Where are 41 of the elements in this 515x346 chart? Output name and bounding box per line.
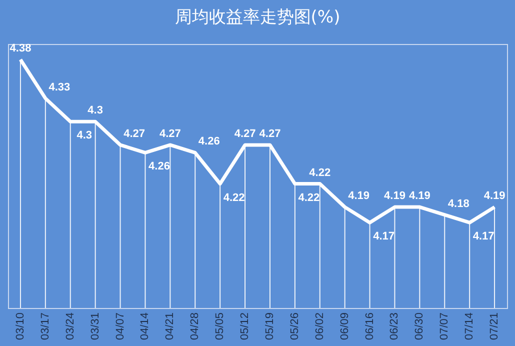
x-tick-label: 04/14 [139, 312, 152, 340]
data-label: 4.19 [408, 190, 430, 202]
data-label: 4.18 [448, 198, 470, 210]
x-tick-label: 04/28 [189, 312, 202, 340]
x-tick-label: 06/02 [314, 312, 326, 340]
x-tick-label: 03/31 [89, 312, 102, 340]
x-tick-label: 07/07 [438, 312, 451, 340]
data-label: 4.27 [159, 128, 181, 140]
data-label: 4.26 [148, 160, 170, 173]
x-tick-label: 06/16 [364, 312, 376, 340]
data-label: 4.19 [384, 190, 406, 202]
data-label: 4.26 [198, 136, 220, 148]
x-tick-label: 06/23 [388, 312, 401, 340]
x-tick-label: 05/26 [288, 312, 301, 340]
x-tick-label: 06/09 [338, 312, 351, 340]
data-label: 4.17 [373, 230, 394, 243]
data-label: 4.19 [348, 190, 370, 202]
x-tick-label: 05/12 [239, 312, 252, 340]
x-tick-label: 06/30 [414, 312, 426, 340]
data-label: 4.22 [309, 166, 331, 179]
data-label: 4.33 [48, 81, 70, 94]
x-tick-label: 05/05 [214, 312, 226, 340]
data-label: 4.27 [259, 128, 281, 140]
x-tick-label: 05/19 [264, 312, 276, 340]
data-label: 4.38 [10, 42, 32, 55]
x-tick-label: 03/17 [39, 312, 52, 340]
data-label: 4.3 [76, 130, 92, 142]
x-tick-label: 07/14 [464, 312, 476, 340]
x-tick-label: 03/24 [64, 312, 76, 340]
x-tick-label: 03/10 [14, 312, 26, 340]
data-label: 4.19 [484, 190, 506, 202]
chart-title: 周均收益率走势图(%) [174, 8, 340, 28]
data-label: 4.22 [298, 192, 320, 204]
data-label: 4.22 [223, 192, 245, 204]
data-label: 4.17 [472, 230, 494, 243]
data-label: 4.27 [124, 128, 145, 140]
x-tick-label: 07/21 [488, 312, 501, 340]
data-label: 4.27 [234, 128, 256, 140]
data-label: 4.3 [88, 104, 103, 117]
x-tick-label: 04/21 [164, 312, 176, 340]
x-tick-label: 04/07 [114, 312, 126, 340]
